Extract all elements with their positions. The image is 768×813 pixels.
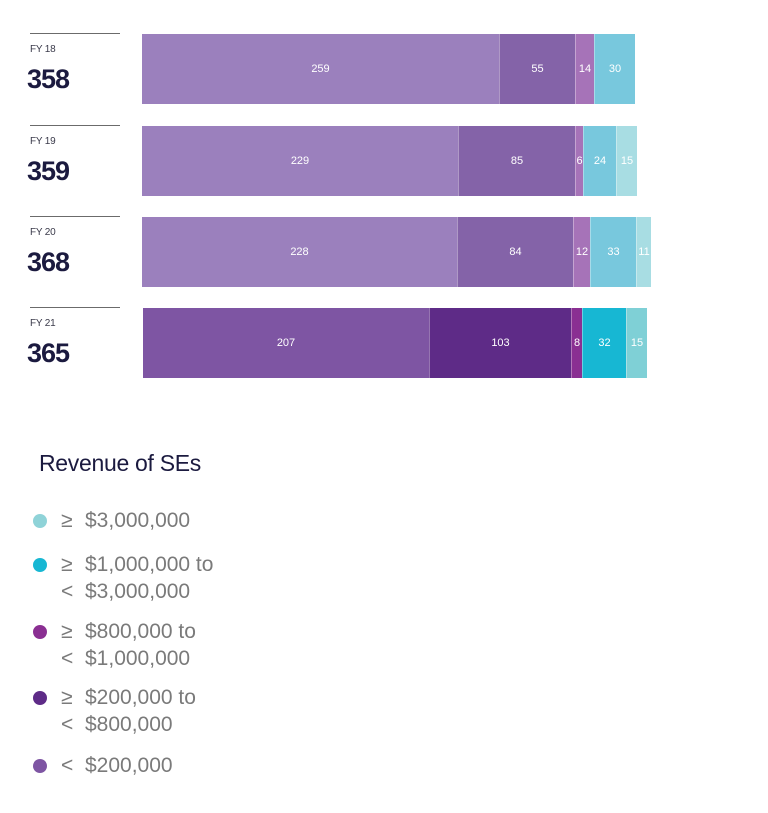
- total-label: 365: [27, 338, 70, 368]
- category-label: FY 20: [30, 227, 56, 238]
- row-divider: [30, 216, 120, 217]
- row-divider: [30, 125, 120, 126]
- legend-symbol: <: [61, 713, 74, 736]
- bar-segment: 85: [458, 126, 575, 196]
- legend-label: ≥ $200,000 to < $800,000: [61, 684, 196, 738]
- legend-range-text: $1,000,000: [85, 647, 191, 670]
- bar-segment: 6: [575, 126, 583, 196]
- legend-symbol: ≥: [61, 509, 73, 532]
- row-divider: [30, 33, 120, 34]
- bar-segment: 30: [594, 34, 635, 104]
- stacked-bar-chart: FY 18 358 259 55 14 30 FY 19 359 229 85 6 24 15 FY 20…: [0, 0, 768, 400]
- bar-segment: 33: [590, 217, 636, 287]
- legend-symbol: ≥: [61, 686, 73, 709]
- bar-segment: 84: [457, 217, 573, 287]
- stacked-bar: 228 84 12 33 11: [142, 217, 651, 287]
- bar-segment: 228: [142, 217, 457, 287]
- total-label: 358: [27, 64, 70, 94]
- bar-segment: 259: [142, 34, 499, 104]
- legend-label: ≥ $800,000 to < $1,000,000: [61, 618, 196, 672]
- legend-label: ≥ $3,000,000: [61, 507, 190, 534]
- legend-range-text: $3,000,000: [85, 509, 191, 532]
- category-label: FY 19: [30, 136, 56, 147]
- legend-range-text: $800,000: [85, 713, 173, 736]
- category-label: FY 21: [30, 318, 56, 329]
- bar-segment: 14: [575, 34, 594, 104]
- legend-symbol: ≥: [61, 553, 73, 576]
- bar-segment: 103: [429, 308, 571, 378]
- bar-segment: 207: [143, 308, 429, 378]
- legend-swatch-icon: [33, 514, 47, 528]
- bar-segment: 32: [582, 308, 626, 378]
- legend-range-text: $1,000,000 to: [85, 553, 214, 576]
- total-label: 359: [27, 156, 70, 186]
- legend-symbol: <: [61, 754, 74, 777]
- bar-segment: 12: [573, 217, 590, 287]
- total-label: 368: [27, 247, 70, 277]
- legend-label: ≥ $1,000,000 to < $3,000,000: [61, 551, 213, 605]
- legend-range-text: $800,000 to: [85, 620, 196, 643]
- bar-segment: 15: [626, 308, 647, 378]
- legend-range-text: $3,000,000: [85, 580, 191, 603]
- category-label: FY 18: [30, 44, 56, 55]
- bar-segment: 8: [571, 308, 582, 378]
- legend-swatch-icon: [33, 558, 47, 572]
- bar-segment: 11: [636, 217, 651, 287]
- legend-symbol: <: [61, 580, 74, 603]
- legend-swatch-icon: [33, 759, 47, 773]
- bar-segment: 24: [583, 126, 616, 196]
- legend-label: < $200,000: [61, 752, 173, 779]
- bar-segment: 55: [499, 34, 575, 104]
- legend-swatch-icon: [33, 691, 47, 705]
- legend-symbol: <: [61, 647, 74, 670]
- stacked-bar: 207 103 8 32 15: [143, 308, 647, 378]
- legend-range-text: $200,000 to: [85, 686, 196, 709]
- legend-range-text: $200,000: [85, 754, 173, 777]
- stacked-bar: 259 55 14 30: [142, 34, 635, 104]
- bar-segment: 15: [616, 126, 637, 196]
- row-divider: [30, 307, 120, 308]
- stacked-bar: 229 85 6 24 15: [142, 126, 637, 196]
- bar-segment: 229: [142, 126, 458, 196]
- legend-symbol: ≥: [61, 620, 73, 643]
- legend-swatch-icon: [33, 625, 47, 639]
- legend-title: Revenue of SEs: [39, 450, 202, 476]
